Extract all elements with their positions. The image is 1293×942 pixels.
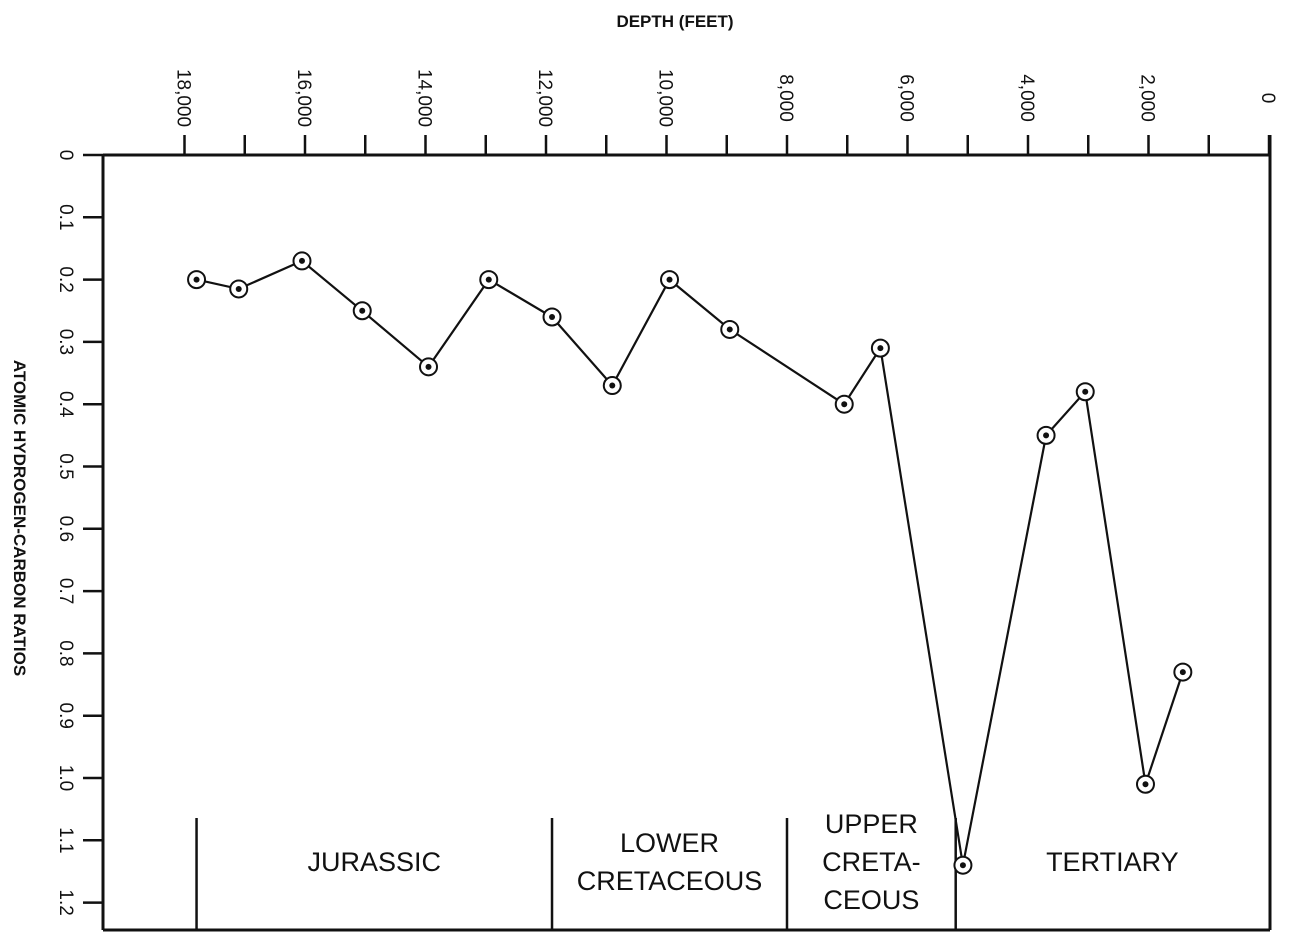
data-point-13 — [1043, 432, 1050, 439]
x-tick-label-2: 14,000 — [414, 69, 435, 127]
x-tick-label-8: 2,000 — [1137, 74, 1158, 122]
period-label-line: UPPER — [825, 809, 918, 839]
x-tick-label-4: 10,000 — [655, 69, 676, 127]
y-tick-label-7: 0.7 — [55, 578, 76, 604]
data-point-6 — [549, 313, 556, 320]
data-point-15 — [1142, 781, 1149, 788]
data-point-10 — [841, 401, 848, 408]
period-label-line: CRETA- — [822, 847, 921, 877]
data-point-9 — [726, 326, 733, 333]
y-tick-label-9: 0.9 — [55, 702, 76, 728]
y-tick-label-3: 0.3 — [55, 329, 76, 355]
period-label-line: JURASSIC — [308, 847, 442, 877]
y-tick-label-2: 0.2 — [55, 266, 76, 292]
data-point-1 — [235, 285, 242, 292]
data-point-5 — [485, 276, 492, 283]
data-point-14 — [1082, 388, 1089, 395]
period-label-line: CEOUS — [823, 885, 919, 915]
y-tick-label-1: 0.1 — [55, 204, 76, 230]
data-point-0 — [193, 276, 200, 283]
x-tick-label-5: 8,000 — [775, 74, 796, 122]
period-label-1: LOWER CRETACEOUS — [577, 828, 763, 896]
data-point-11 — [877, 345, 884, 352]
series-line-0 — [196, 259, 1184, 866]
y-tick-label-6: 0.6 — [55, 516, 76, 542]
data-point-4 — [425, 363, 432, 370]
period-label-line: CRETACEOUS — [577, 866, 763, 896]
period-label-3: TERTIARY — [1046, 847, 1179, 877]
x-tick-label-3: 12,000 — [534, 69, 555, 127]
y-tick-label-12: 1.2 — [55, 889, 76, 915]
y-tick-label-11: 1.1 — [55, 827, 76, 853]
data-point-16 — [1179, 669, 1186, 676]
data-point-2 — [298, 257, 305, 264]
period-label-2: UPPER CRETA- CEOUS — [822, 809, 921, 915]
y-tick-label-10: 1.0 — [55, 765, 76, 791]
period-label-line: TERTIARY — [1046, 847, 1179, 877]
y-tick-label-5: 0.5 — [55, 453, 76, 479]
x-tick-label-0: 18,000 — [173, 69, 194, 127]
data-point-3 — [359, 307, 366, 314]
x-tick-label-7: 4,000 — [1016, 74, 1037, 122]
x-tick-label-1: 16,000 — [293, 69, 314, 127]
x-axis-title: DEPTH (FEET) — [616, 12, 733, 31]
period-label-0: JURASSIC — [308, 847, 442, 877]
y-tick-label-8: 0.8 — [55, 640, 76, 666]
y-tick-label-4: 0.4 — [55, 391, 76, 418]
period-label-line: LOWER — [620, 828, 719, 858]
data-point-12 — [959, 862, 966, 869]
y-tick-label-0: 0 — [55, 150, 76, 161]
data-point-7 — [609, 382, 616, 389]
data-point-8 — [666, 276, 673, 283]
x-tick-label-6: 6,000 — [896, 74, 917, 122]
y-axis-title: ATOMIC HYDROGEN-CARBON RATIOS — [10, 360, 29, 676]
x-tick-label-9: 0 — [1257, 93, 1278, 104]
